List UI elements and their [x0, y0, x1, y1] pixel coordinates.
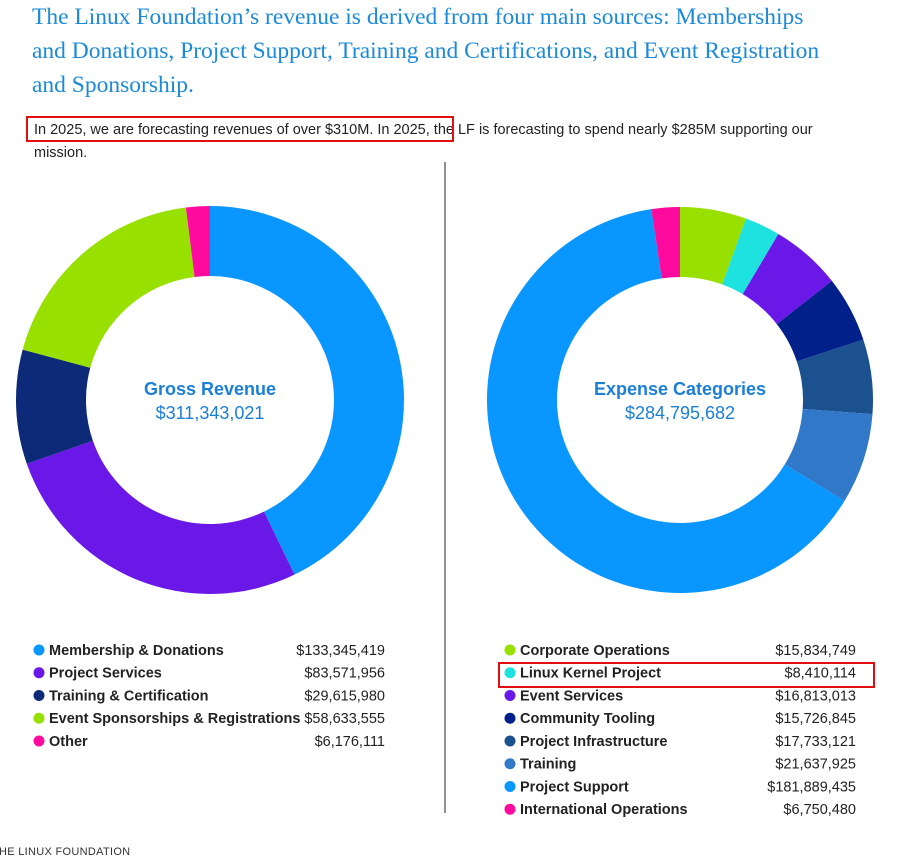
- legend-label: Project Infrastructure: [520, 734, 667, 750]
- legend-marker: [504, 803, 516, 815]
- donut-slice: [651, 207, 680, 279]
- legend-value: $83,571,956: [304, 666, 385, 682]
- donut-slice: [796, 339, 873, 415]
- legend-value: $16,813,013: [775, 688, 856, 704]
- footer-logo: THE LINUX FOUNDATION: [0, 846, 131, 858]
- highlight-box: [498, 662, 875, 688]
- legend-marker: [504, 735, 516, 747]
- legend-marker: [504, 644, 516, 656]
- donut-slice: [22, 207, 195, 368]
- legend-value: $133,345,419: [296, 643, 385, 659]
- center-value: $284,795,682: [625, 403, 735, 423]
- legend-marker: [33, 735, 45, 747]
- heading: The Linux Foundation’s revenue is derive…: [32, 4, 820, 98]
- legend-label: Membership & Donations: [49, 643, 224, 659]
- donut-slice: [742, 233, 832, 325]
- donut-slice: [784, 408, 873, 501]
- legend-label: International Operations: [520, 802, 688, 818]
- legend-label: Training: [520, 757, 576, 773]
- center-title: Gross Revenue: [144, 379, 276, 399]
- legend-value: $8,410,114: [785, 666, 857, 682]
- legend-marker: [504, 712, 516, 724]
- donut-slice: [210, 206, 404, 575]
- legend-label: Corporate Operations: [520, 643, 670, 659]
- legend-value: $6,750,480: [783, 802, 856, 818]
- legend-marker: [33, 667, 45, 679]
- legend-marker: [504, 667, 516, 679]
- legend-label: Other: [49, 734, 88, 750]
- legend-value: $6,176,111: [315, 734, 385, 750]
- donut-slice: [15, 349, 93, 464]
- legend-marker: [33, 644, 45, 656]
- legend-marker: [504, 690, 516, 701]
- legend-label: Linux Kernel Project: [520, 666, 661, 682]
- donut-slice: [776, 280, 864, 362]
- legend-label: Event Services: [520, 688, 623, 704]
- legend-value: $21,637,925: [775, 757, 856, 773]
- legend-value: $15,726,845: [775, 711, 856, 727]
- legend-value: $181,889,435: [767, 779, 856, 795]
- legend-marker: [33, 712, 45, 724]
- legend-marker: [33, 690, 45, 701]
- legend-marker: [504, 758, 516, 770]
- legend-label: Training & Certification: [49, 688, 209, 704]
- legend-value: $15,834,749: [775, 643, 856, 659]
- legend-label: Project Services: [49, 666, 162, 682]
- donut-slice: [26, 440, 295, 594]
- donut-slice: [680, 207, 747, 285]
- donut-slice: [487, 209, 845, 593]
- legend-label: Project Support: [520, 779, 629, 795]
- legend-value: $29,615,980: [304, 688, 385, 704]
- legend-label: Community Tooling: [520, 711, 655, 727]
- legend-label: Event Sponsorships & Registrations: [49, 711, 300, 727]
- center-title: Expense Categories: [594, 379, 766, 399]
- legend-value: $58,633,555: [304, 711, 385, 727]
- legend-value: $17,733,121: [775, 734, 856, 750]
- donut-slice: [185, 206, 210, 277]
- intro-text: In 2025, we are forecasting revenues of …: [34, 122, 813, 161]
- legend-marker: [504, 781, 516, 792]
- highlight-box: [26, 116, 454, 142]
- center-value: $311,343,021: [156, 403, 265, 423]
- donut-slice: [722, 218, 779, 295]
